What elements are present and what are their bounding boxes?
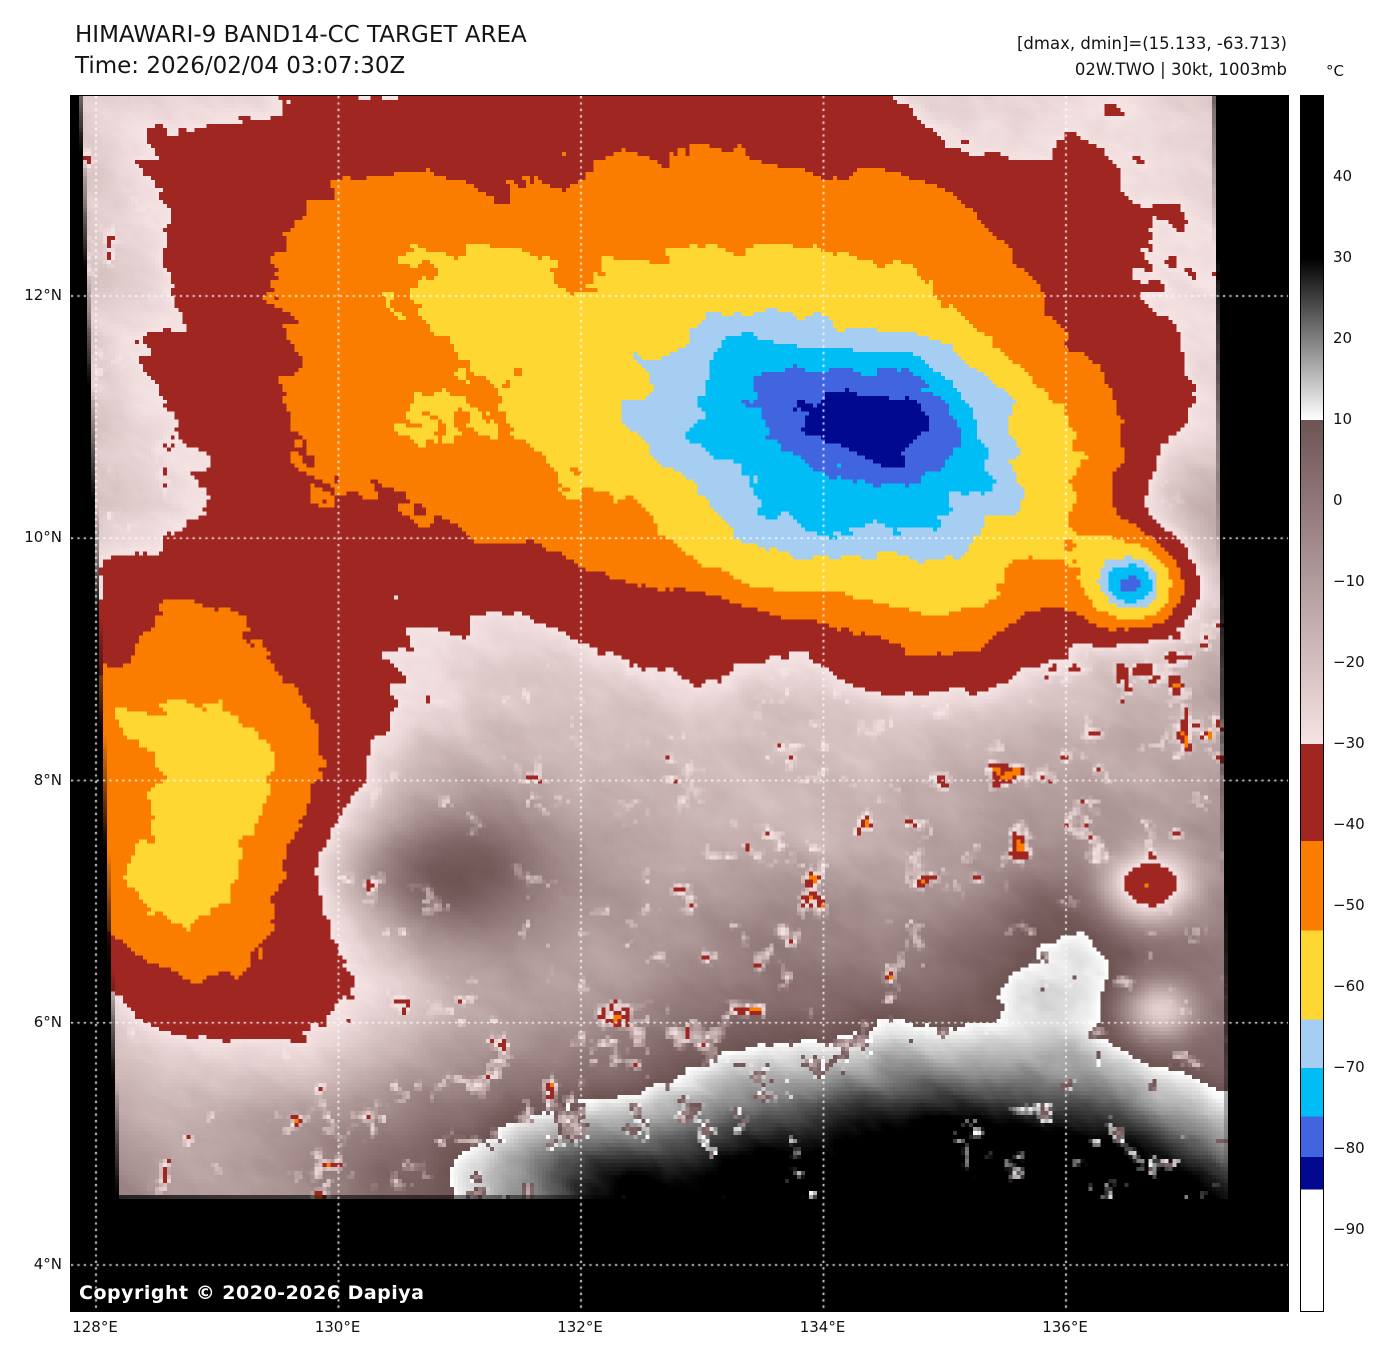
colorbar-tick-label: −20 (1333, 653, 1365, 671)
header-title-block: HIMAWARI-9 BAND14-CC TARGET AREA Time: 2… (75, 20, 527, 81)
latlon-gridlines (71, 96, 1288, 1311)
temperature-colorbar (1300, 95, 1324, 1312)
colorbar-tick-label: −70 (1333, 1058, 1365, 1076)
copyright-watermark: Copyright © 2020-2026 Dapiya (79, 1282, 425, 1304)
colorbar-tick-label: −50 (1333, 896, 1365, 914)
timestamp-label: Time: 2026/02/04 03:07:30Z (75, 52, 406, 79)
x-tick-label: 134°E (799, 1318, 846, 1336)
x-tick-label: 136°E (1042, 1318, 1088, 1336)
page-title: HIMAWARI-9 BAND14-CC TARGET AREA (75, 22, 527, 48)
y-tick-label: 10°N (24, 528, 62, 547)
y-tick-label: 12°N (24, 286, 62, 304)
storm-info-annotation: 02W.TWO | 30kt, 1003mb (1074, 59, 1287, 79)
colorbar-tick-label: −80 (1333, 1139, 1365, 1157)
colorbar-tick-label: −40 (1333, 815, 1365, 833)
map-plot-area: Copyright © 2020-2026 Dapiya (70, 95, 1289, 1312)
colorbar-tick-label: −60 (1333, 977, 1365, 995)
y-tick-label: 8°N (33, 770, 62, 789)
colorbar-tick-label: 30 (1333, 248, 1353, 266)
x-tick-label: 128°E (72, 1318, 118, 1336)
colorbar-tick-label: 10 (1333, 410, 1353, 428)
y-tick-label: 6°N (33, 1012, 62, 1031)
colorbar-tick-label: −90 (1333, 1220, 1365, 1238)
dmax-dmin-annotation: [dmax, dmin]=(15.133, -63.713) (1017, 34, 1287, 53)
colorbar-tick-label: 20 (1333, 329, 1353, 347)
colorbar-tick-label: 40 (1333, 167, 1353, 185)
colorbar-tick-label: −10 (1333, 572, 1365, 590)
header-annotation-block: [dmax, dmin]=(15.133, -63.713) 02W.TWO |… (1017, 31, 1287, 82)
colorbar-unit-label: °C (1326, 62, 1344, 80)
x-tick-label: 132°E (557, 1318, 603, 1336)
y-tick-label: 4°N (33, 1255, 62, 1273)
colorbar-tick-label: 0 (1333, 491, 1343, 509)
x-tick-label: 130°E (314, 1318, 361, 1336)
colorbar-tick-label: −30 (1333, 734, 1365, 752)
